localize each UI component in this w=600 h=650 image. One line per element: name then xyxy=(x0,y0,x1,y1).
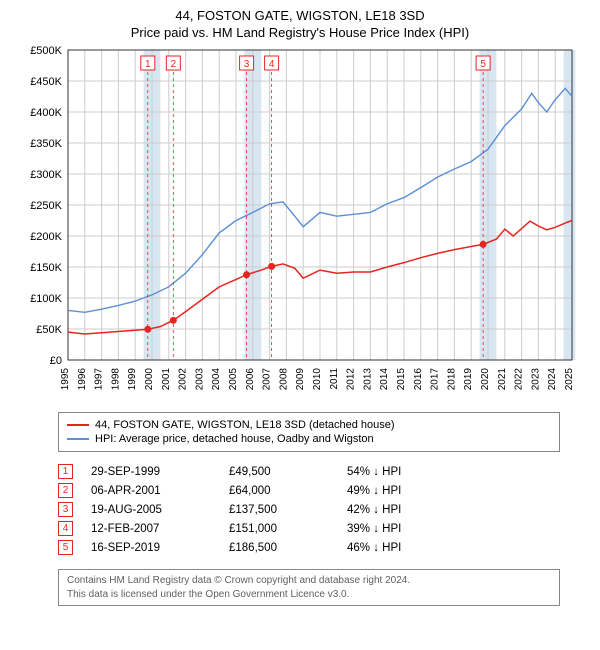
legend-row-property: 44, FOSTON GATE, WIGSTON, LE18 3SD (deta… xyxy=(67,419,551,431)
title-block: 44, FOSTON GATE, WIGSTON, LE18 3SD Price… xyxy=(10,8,590,40)
chart-svg: £0 £50K £100K £150K £200K £250K £300K £350K £400… xyxy=(20,44,580,404)
sale-row: 2 06-APR-2001 £64,000 49% ↓ HPI xyxy=(58,483,560,498)
legend-label-property: 44, FOSTON GATE, WIGSTON, LE18 3SD (deta… xyxy=(95,419,395,431)
svg-text:2012: 2012 xyxy=(346,368,357,391)
svg-text:2004: 2004 xyxy=(211,368,222,391)
legend: 44, FOSTON GATE, WIGSTON, LE18 3SD (deta… xyxy=(58,412,560,452)
svg-text:£350K: £350K xyxy=(30,138,62,150)
sales-table: 1 29-SEP-1999 £49,500 54% ↓ HPI 2 06-APR-2001… xyxy=(58,460,560,559)
svg-text:1: 1 xyxy=(145,59,151,70)
svg-text:£250K: £250K xyxy=(30,200,62,212)
svg-text:2013: 2013 xyxy=(362,368,373,391)
footer-line-2: This data is licensed under the Open Gov… xyxy=(67,588,551,602)
chart-title-address: 44, FOSTON GATE, WIGSTON, LE18 3SD xyxy=(10,8,590,23)
svg-text:£400K: £400K xyxy=(30,107,62,119)
sale-marker-box: 2 xyxy=(58,483,73,498)
svg-text:2022: 2022 xyxy=(514,368,525,391)
svg-text:2016: 2016 xyxy=(413,368,424,391)
svg-text:2015: 2015 xyxy=(396,368,407,391)
sale-delta: 39% ↓ HPI xyxy=(347,523,457,535)
footer-line-1: Contains HM Land Registry data © Crown c… xyxy=(67,574,551,588)
sale-date: 06-APR-2001 xyxy=(91,485,211,497)
svg-text:1999: 1999 xyxy=(127,368,138,391)
sale-marker-box: 3 xyxy=(58,502,73,517)
legend-label-hpi: HPI: Average price, detached house, Oadb… xyxy=(95,433,374,445)
svg-text:2011: 2011 xyxy=(329,368,340,390)
sale-marker-box: 5 xyxy=(58,540,73,555)
svg-text:£100K: £100K xyxy=(30,293,62,305)
sale-price: £64,000 xyxy=(229,485,329,497)
svg-text:1997: 1997 xyxy=(94,368,105,391)
svg-text:2006: 2006 xyxy=(245,368,256,391)
svg-text:2017: 2017 xyxy=(430,368,441,391)
sale-delta: 49% ↓ HPI xyxy=(347,485,457,497)
svg-text:2010: 2010 xyxy=(312,368,323,391)
sale-date: 16-SEP-2019 xyxy=(91,542,211,554)
chart-subtitle: Price paid vs. HM Land Registry's House … xyxy=(10,25,590,40)
svg-text:2: 2 xyxy=(171,59,177,70)
svg-text:1998: 1998 xyxy=(110,368,121,391)
svg-text:2008: 2008 xyxy=(278,368,289,391)
svg-text:2005: 2005 xyxy=(228,368,239,391)
chart-area: £0 £50K £100K £150K £200K £250K £300K £350K £400… xyxy=(20,44,580,404)
sale-price: £137,500 xyxy=(229,504,329,516)
sale-date: 29-SEP-1999 xyxy=(91,466,211,478)
svg-text:2000: 2000 xyxy=(144,368,155,391)
sale-price: £151,000 xyxy=(229,523,329,535)
sale-delta: 54% ↓ HPI xyxy=(347,466,457,478)
sale-delta: 42% ↓ HPI xyxy=(347,504,457,516)
svg-text:£150K: £150K xyxy=(30,262,62,274)
sale-row: 5 16-SEP-2019 £186,500 46% ↓ HPI xyxy=(58,540,560,555)
svg-text:2024: 2024 xyxy=(547,368,558,391)
svg-text:2001: 2001 xyxy=(161,368,172,391)
sale-date: 19-AUG-2005 xyxy=(91,504,211,516)
legend-row-hpi: HPI: Average price, detached house, Oadb… xyxy=(67,433,551,445)
svg-text:2003: 2003 xyxy=(194,368,205,391)
sale-marker-box: 4 xyxy=(58,521,73,536)
svg-text:3: 3 xyxy=(244,59,250,70)
legend-swatch-hpi xyxy=(67,438,89,440)
svg-text:£500K: £500K xyxy=(30,45,62,57)
sale-row: 4 12-FEB-2007 £151,000 39% ↓ HPI xyxy=(58,521,560,536)
sale-row: 1 29-SEP-1999 £49,500 54% ↓ HPI xyxy=(58,464,560,479)
svg-text:£50K: £50K xyxy=(36,324,62,336)
legend-swatch-property xyxy=(67,424,89,426)
sale-date: 12-FEB-2007 xyxy=(91,523,211,535)
svg-text:1995: 1995 xyxy=(60,368,71,391)
attribution-footer: Contains HM Land Registry data © Crown c… xyxy=(58,569,560,606)
svg-text:4: 4 xyxy=(269,59,275,70)
svg-text:2009: 2009 xyxy=(295,368,306,391)
chart-container: 44, FOSTON GATE, WIGSTON, LE18 3SD Price… xyxy=(0,0,600,650)
sale-price: £186,500 xyxy=(229,542,329,554)
svg-text:1996: 1996 xyxy=(77,368,88,391)
svg-text:2023: 2023 xyxy=(530,368,541,391)
svg-text:2020: 2020 xyxy=(480,368,491,391)
svg-text:£200K: £200K xyxy=(30,231,62,243)
sale-marker-box: 1 xyxy=(58,464,73,479)
svg-text:5: 5 xyxy=(480,59,486,70)
svg-text:2018: 2018 xyxy=(446,368,457,391)
svg-text:£450K: £450K xyxy=(30,76,62,88)
svg-text:2021: 2021 xyxy=(497,368,508,391)
sale-delta: 46% ↓ HPI xyxy=(347,542,457,554)
sale-row: 3 19-AUG-2005 £137,500 42% ↓ HPI xyxy=(58,502,560,517)
svg-text:2007: 2007 xyxy=(262,368,273,391)
svg-text:2025: 2025 xyxy=(564,368,575,391)
svg-text:£0: £0 xyxy=(50,355,62,367)
svg-text:2014: 2014 xyxy=(379,368,390,391)
svg-text:2019: 2019 xyxy=(463,368,474,391)
sale-price: £49,500 xyxy=(229,466,329,478)
svg-text:£300K: £300K xyxy=(30,169,62,181)
svg-text:2002: 2002 xyxy=(178,368,189,391)
